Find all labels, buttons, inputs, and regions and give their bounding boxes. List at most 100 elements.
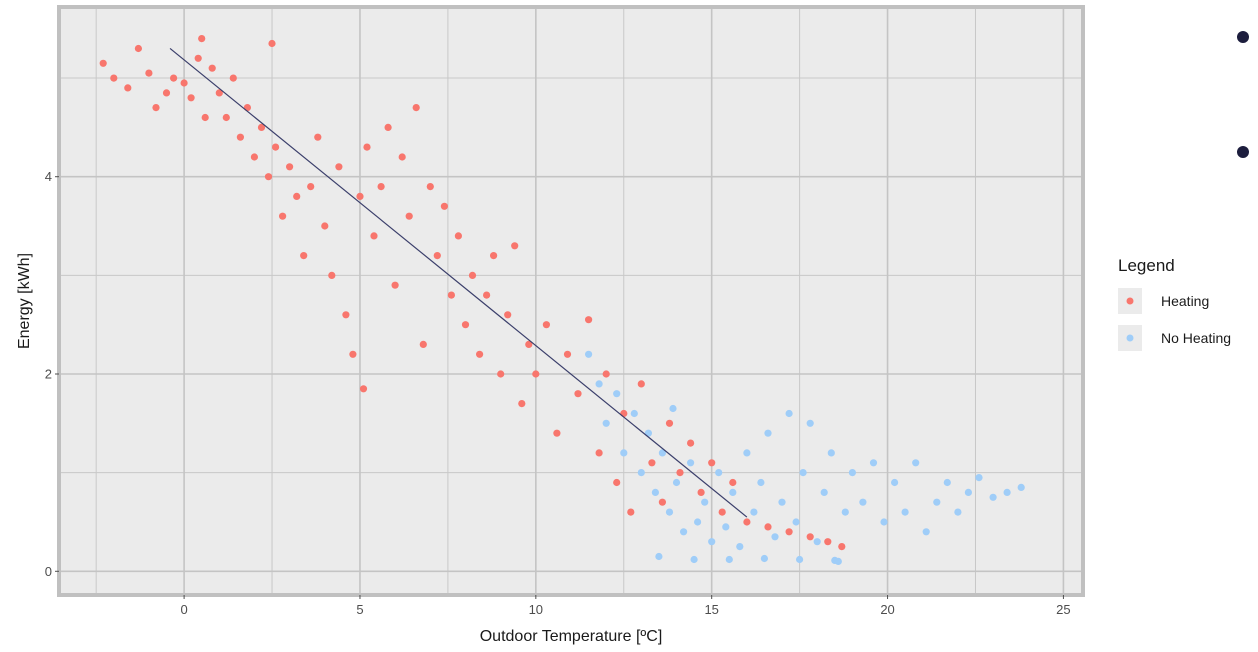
point-heating (180, 79, 188, 87)
point-heating (293, 192, 301, 200)
point-no-heating (778, 498, 786, 506)
point-heating (405, 212, 413, 220)
point-heating (468, 271, 477, 279)
point-heating (511, 242, 519, 250)
point-no-heating (658, 449, 667, 457)
point-no-heating (672, 478, 681, 487)
point-heating (447, 291, 455, 299)
y-tick-label: 0 (45, 564, 52, 579)
point-no-heating (771, 533, 779, 541)
point-heating (648, 459, 656, 467)
point-no-heating (655, 552, 663, 561)
point-heating (398, 153, 406, 161)
point-no-heating (637, 469, 645, 477)
point-heating (215, 89, 223, 97)
point-heating (440, 202, 448, 210)
point-heating (518, 400, 526, 408)
point-no-heating (943, 478, 951, 487)
point-no-heating (736, 543, 744, 551)
point-heating (743, 518, 751, 526)
point-heating (222, 113, 230, 122)
point-heating (542, 321, 551, 329)
point-heating (201, 113, 209, 122)
x-tick-label: 10 (529, 602, 543, 617)
point-heating (384, 123, 392, 131)
point-heating (729, 478, 737, 487)
point-heating (412, 104, 420, 112)
point-heating (676, 469, 684, 477)
point-heating (99, 59, 107, 67)
point-no-heating (785, 409, 793, 418)
point-no-heating (715, 469, 723, 477)
point-heating (426, 183, 434, 191)
point-heating (208, 64, 216, 72)
point-heating (134, 44, 142, 53)
point-no-heating (757, 478, 765, 487)
point-heating (268, 39, 276, 48)
point-no-heating (848, 469, 857, 477)
point-heating (658, 498, 667, 506)
point-no-heating (722, 523, 730, 531)
legend-label-no-heating: No Heating (1161, 330, 1231, 346)
data-points (99, 35, 1025, 566)
x-axis-ticks: 0 5 10 15 20 25 (180, 595, 1071, 617)
point-no-heating (760, 554, 769, 563)
point-heating (764, 523, 772, 531)
point-no-heating (859, 498, 867, 506)
point-no-heating (585, 350, 593, 358)
point-heating (243, 104, 251, 112)
point-heating (321, 222, 329, 230)
point-no-heating (792, 518, 800, 526)
point-no-heating (602, 419, 610, 427)
point-heating (194, 54, 202, 62)
point-heating (824, 538, 832, 546)
point-no-heating (680, 528, 688, 536)
point-heating (342, 311, 350, 319)
point-no-heating (820, 488, 828, 496)
point-no-heating (694, 518, 702, 526)
point-heating (356, 192, 364, 200)
y-axis-ticks: 0 2 4 (45, 169, 59, 579)
point-no-heating (954, 508, 962, 516)
point-no-heating (595, 380, 603, 388)
x-tick-label: 5 (356, 602, 363, 617)
y-tick-label: 4 (45, 169, 52, 184)
point-heating (363, 143, 371, 151)
point-heating (497, 370, 505, 378)
point-heating (665, 419, 674, 427)
point-no-heating (989, 493, 997, 501)
point-no-heating (975, 474, 983, 482)
x-tick-label: 25 (1056, 602, 1070, 617)
trend-line (169, 47, 748, 518)
point-no-heating (1017, 483, 1025, 491)
point-no-heating (922, 528, 930, 536)
point-heating (229, 74, 237, 82)
point-heating (145, 69, 153, 77)
point-heating (490, 252, 498, 260)
point-heating (110, 74, 118, 82)
legend-marker-heating (1126, 297, 1134, 305)
point-heating (314, 133, 322, 141)
point-no-heating (725, 555, 733, 564)
point-heating (391, 281, 399, 289)
x-tick-label: 0 (180, 602, 187, 617)
point-no-heating (901, 508, 909, 516)
point-no-heating (708, 538, 716, 546)
point-heating (335, 163, 343, 171)
point-heating (602, 370, 610, 378)
point-heating (152, 104, 160, 112)
point-heating (785, 528, 793, 536)
point-no-heating (813, 538, 821, 546)
point-heating (454, 232, 462, 240)
point-heating (377, 183, 385, 191)
point-heating (627, 508, 635, 516)
point-no-heating (651, 488, 660, 496)
point-no-heating (831, 556, 839, 565)
point-heating (307, 183, 315, 191)
point-no-heating (665, 508, 674, 516)
point-no-heating (796, 555, 804, 564)
point-heating (708, 459, 716, 467)
side-bullet-1 (1237, 31, 1249, 43)
point-heating (236, 133, 244, 141)
point-heating (687, 439, 695, 447)
